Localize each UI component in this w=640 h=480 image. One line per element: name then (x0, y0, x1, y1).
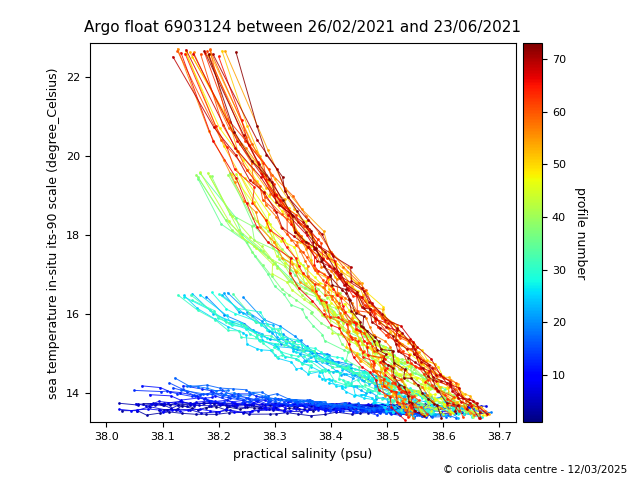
Y-axis label: sea temperature in-situ its-90 scale (degree_Celsius): sea temperature in-situ its-90 scale (de… (47, 67, 60, 398)
Y-axis label: profile number: profile number (573, 187, 587, 279)
Text: © coriolis data centre - 12/03/2025: © coriolis data centre - 12/03/2025 (443, 465, 627, 475)
X-axis label: practical salinity (psu): practical salinity (psu) (234, 448, 372, 461)
Title: Argo float 6903124 between 26/02/2021 and 23/06/2021: Argo float 6903124 between 26/02/2021 an… (84, 20, 522, 35)
